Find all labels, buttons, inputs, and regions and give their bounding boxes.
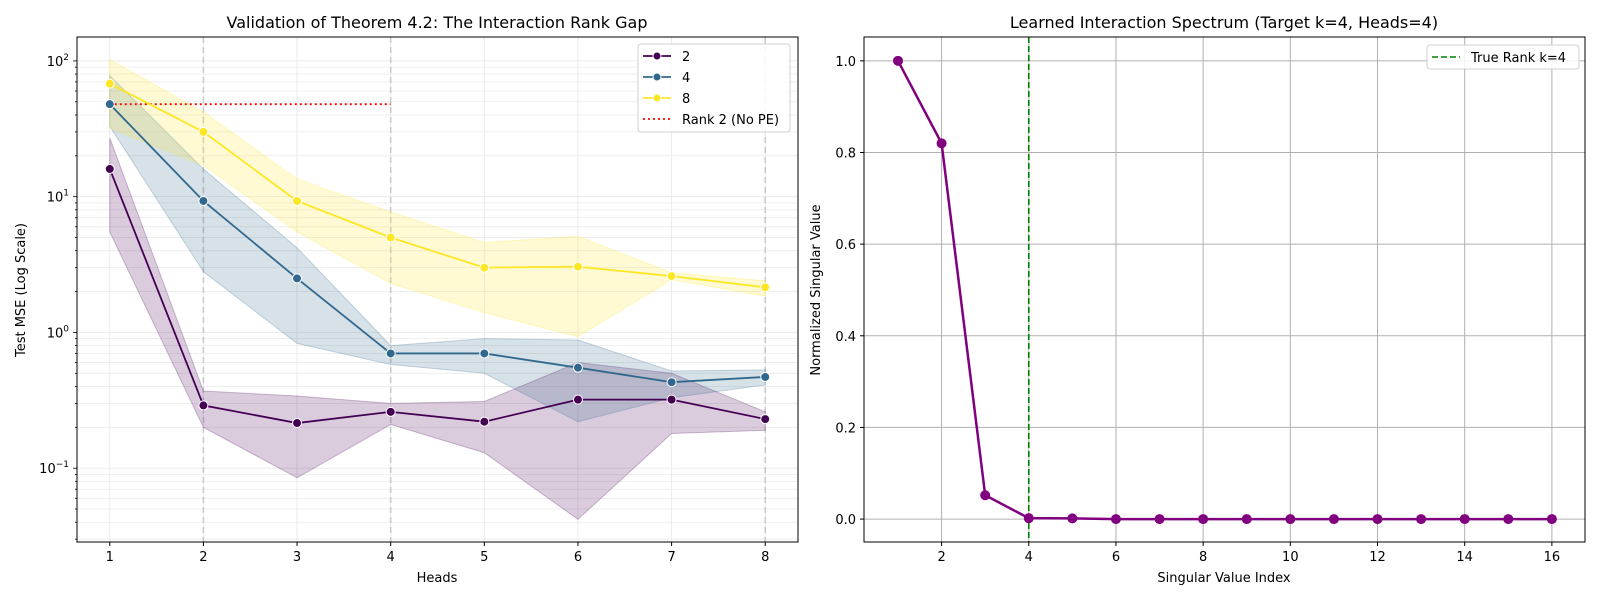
- left-chart-title: Validation of Theorem 4.2: The Interacti…: [227, 13, 648, 32]
- spectrum-point: [1416, 514, 1427, 525]
- data-point-8: [292, 195, 303, 206]
- data-point-2: [479, 416, 490, 427]
- y-tick-label: 0.2: [835, 421, 856, 436]
- y-tick-label: 1.0: [835, 55, 856, 70]
- spectrum-point: [1023, 513, 1034, 524]
- spectrum-point: [1067, 513, 1078, 524]
- spectrum-point: [936, 138, 947, 149]
- y-tick-label: 101: [47, 189, 69, 206]
- spectrum-point: [980, 490, 991, 501]
- data-point-4: [760, 371, 771, 382]
- left-y-axis-label: Test MSE (Log Scale): [14, 223, 29, 358]
- y-tick-label: 102: [47, 53, 69, 70]
- spectrum-line: [896, 60, 1552, 521]
- legend-marker-4: [652, 72, 662, 82]
- legend-marker-8: [652, 93, 662, 103]
- right-chart-title: Learned Interaction Spectrum (Target k=4…: [1010, 13, 1438, 32]
- data-point-4: [666, 377, 677, 388]
- spectrum-point: [1459, 514, 1470, 525]
- x-tick-label: 3: [293, 550, 301, 565]
- data-point-8: [760, 282, 771, 293]
- y-tick-label: 0.0: [835, 513, 856, 528]
- right-x-axis-label: Singular Value Index: [1157, 571, 1291, 586]
- x-tick-label: 8: [1199, 550, 1207, 565]
- spectrum-point: [1110, 514, 1121, 525]
- data-point-8: [104, 78, 115, 89]
- confidence-band-2: [109, 137, 766, 520]
- data-point-2: [572, 394, 583, 405]
- legend-marker-2: [652, 51, 662, 61]
- legend-label-4: 4: [682, 71, 690, 86]
- x-tick-label: 16: [1544, 550, 1561, 565]
- y-tick-label: 0.8: [835, 146, 856, 161]
- x-tick-label: 12: [1369, 550, 1386, 565]
- data-point-4: [572, 362, 583, 373]
- data-point-8: [572, 261, 583, 272]
- data-point-2: [385, 406, 396, 417]
- x-tick-label: 4: [1025, 550, 1033, 565]
- data-point-2: [104, 163, 115, 174]
- data-point-2: [198, 400, 209, 411]
- x-tick-label: 1: [106, 550, 114, 565]
- data-point-4: [385, 348, 396, 359]
- data-point-8: [666, 271, 677, 282]
- legend-label-true-rank: True Rank k=4: [1470, 51, 1566, 66]
- data-point-2: [666, 394, 677, 405]
- right-chart: Learned Interaction Spectrum (Target k=4…: [809, 13, 1586, 586]
- x-tick-label: 14: [1456, 550, 1473, 565]
- y-tick-label: 0.4: [835, 330, 856, 345]
- y-tick-label: 10−1: [39, 460, 69, 477]
- x-tick-label: 4: [387, 550, 395, 565]
- data-point-4: [198, 195, 209, 206]
- data-point-2: [292, 418, 303, 429]
- y-tick-label: 0.6: [835, 238, 856, 253]
- legend-label-8: 8: [682, 92, 690, 107]
- series-line-2: [108, 168, 766, 424]
- data-point-8: [479, 262, 490, 273]
- data-point-4: [292, 273, 303, 284]
- x-tick-label: 6: [574, 550, 582, 565]
- series-line-4: [109, 103, 766, 384]
- spectrum-point: [1546, 514, 1557, 525]
- plot-frame: [863, 36, 1586, 543]
- x-tick-label: 2: [937, 550, 945, 565]
- legend: 2 4 8 Rank 2 (No PE): [637, 43, 791, 133]
- spectrum-point: [1241, 514, 1252, 525]
- confidence-band-4: [109, 74, 766, 423]
- x-tick-label: 5: [480, 550, 488, 565]
- data-point-8: [198, 126, 209, 137]
- data-point-8: [385, 232, 396, 243]
- spectrum-point: [1328, 514, 1339, 525]
- legend-label-2: 2: [682, 50, 690, 65]
- legend-box: [1426, 44, 1580, 70]
- confidence-band-8: [109, 58, 766, 338]
- legend-label-reference: Rank 2 (No PE): [682, 113, 779, 128]
- left-x-axis-label: Heads: [417, 571, 458, 586]
- legend: True Rank k=4: [1426, 44, 1580, 70]
- data-point-4: [479, 348, 490, 359]
- spectrum-point: [1285, 514, 1296, 525]
- spectrum-point: [893, 55, 904, 66]
- legend-box: [637, 43, 791, 133]
- spectrum-point: [1372, 514, 1383, 525]
- x-tick-label: 10: [1282, 550, 1299, 565]
- data-point-2: [760, 414, 771, 425]
- spectrum-point: [1503, 514, 1514, 525]
- left-chart: Validation of Theorem 4.2: The Interacti…: [14, 13, 799, 586]
- x-tick-label: 2: [199, 550, 207, 565]
- right-y-axis-label: Normalized Singular Value: [809, 204, 824, 375]
- series-line-8: [109, 82, 766, 289]
- x-tick-label: 8: [761, 550, 769, 565]
- x-tick-label: 6: [1112, 550, 1120, 565]
- x-tick-label: 7: [667, 550, 675, 565]
- spectrum-point: [1154, 514, 1165, 525]
- data-point-4: [104, 99, 115, 110]
- y-tick-label: 100: [47, 324, 70, 341]
- plot-frame: [76, 36, 799, 543]
- spectrum-point: [1198, 514, 1209, 525]
